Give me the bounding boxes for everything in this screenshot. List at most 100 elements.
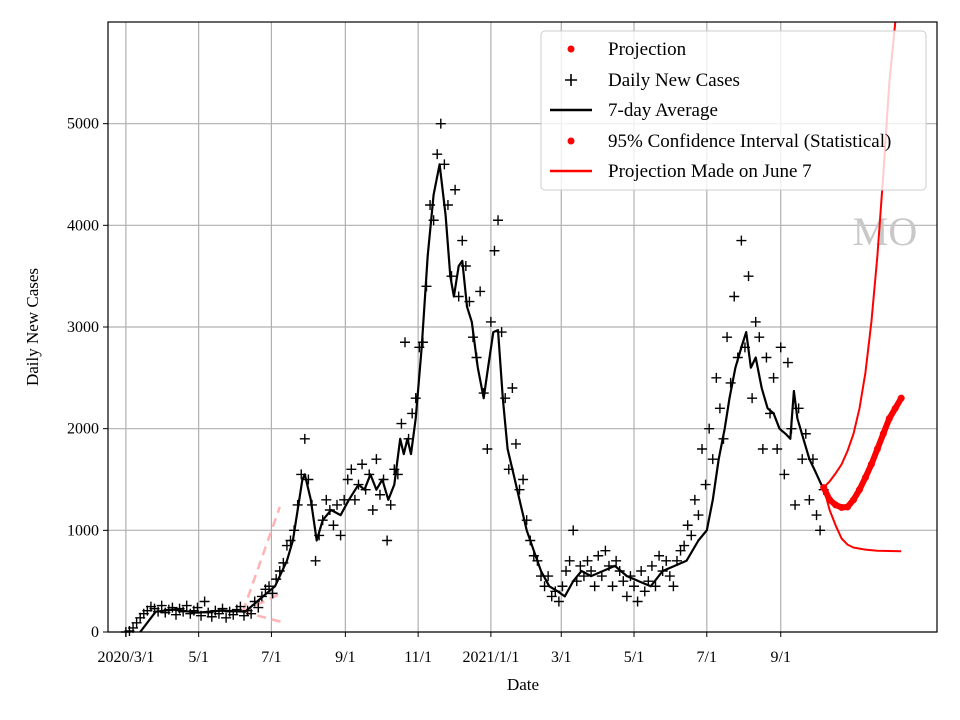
daily-case-point	[553, 596, 564, 607]
daily-case-point	[246, 608, 257, 619]
legend: Projection Daily New Cases 7-day Average…	[540, 30, 927, 191]
daily-case-point	[557, 581, 568, 592]
x-tick-label: 3/1	[551, 649, 571, 666]
daily-case-point	[507, 383, 518, 393]
daily-case-point	[561, 566, 572, 576]
daily-case-point	[485, 316, 496, 327]
daily-case-point	[564, 555, 575, 566]
daily-case-point	[747, 393, 758, 404]
daily-case-point	[389, 464, 400, 475]
daily-case-point	[482, 444, 493, 454]
daily-case-point	[629, 581, 640, 592]
projection-point	[844, 503, 852, 511]
x-tick-label: 2021/1/1	[462, 649, 519, 666]
daily-case-point	[811, 510, 822, 521]
y-tick-label: 2000	[67, 421, 99, 438]
daily-case-point	[636, 566, 647, 576]
daily-case-point	[349, 494, 360, 505]
daily-case-point	[199, 596, 210, 607]
daily-case-point	[335, 530, 346, 541]
daily-case-point	[181, 600, 192, 611]
daily-case-point	[206, 611, 217, 622]
daily-case-point	[743, 271, 754, 282]
daily-case-point	[321, 494, 332, 505]
daily-case-point	[664, 571, 675, 582]
daily-case-point	[346, 464, 357, 475]
daily-case-point	[439, 159, 450, 170]
x-tick-label: 7/1	[697, 649, 717, 666]
daily-case-point	[729, 291, 740, 302]
daily-case-point	[342, 474, 353, 485]
projection-point	[826, 496, 834, 504]
daily-case-point	[668, 581, 679, 592]
watermark: MO	[853, 209, 917, 254]
y-tick-label: 1000	[67, 522, 99, 539]
daily-case-point	[754, 332, 765, 343]
daily-case-point	[582, 555, 593, 566]
daily-case-point	[374, 489, 385, 500]
daily-case-point	[128, 622, 139, 633]
daily-case-point	[539, 581, 550, 592]
daily-case-point	[457, 235, 468, 246]
daily-case-point	[435, 118, 446, 129]
daily-case-point	[661, 555, 672, 566]
daily-case-point	[768, 372, 779, 383]
legend-ci-label: 95% Confidence Interval (Statistical)	[608, 131, 891, 152]
x-tick-label: 9/1	[335, 649, 355, 666]
daily-case-point	[722, 332, 733, 343]
daily-case-point	[618, 576, 629, 587]
legend-projection-dot-icon	[567, 45, 575, 53]
y-tick-label: 0	[91, 624, 99, 641]
daily-case-point	[593, 550, 604, 561]
daily-case-point	[450, 184, 461, 195]
daily-case-point	[371, 454, 382, 465]
daily-case-point	[675, 545, 686, 556]
projection-point	[879, 430, 887, 438]
daily-case-point	[686, 530, 697, 541]
legend-ci-dot-icon	[567, 137, 575, 145]
daily-case-point	[328, 520, 339, 531]
x-tick-label: 7/1	[261, 649, 281, 666]
daily-case-point	[632, 596, 643, 607]
x-tick-label: 5/1	[188, 649, 208, 666]
daily-case-point	[761, 352, 772, 363]
daily-case-point	[639, 586, 650, 597]
projection-point	[873, 445, 881, 453]
daily-case-point	[654, 550, 665, 561]
projection-point	[838, 503, 846, 511]
daily-case-point	[489, 245, 500, 256]
daily-case-point	[299, 433, 310, 444]
daily-case-point	[646, 560, 657, 571]
daily-case-point	[235, 601, 246, 612]
plot-marks	[120, 21, 905, 637]
daily-case-point	[650, 581, 661, 592]
daily-case-point	[131, 617, 142, 628]
legend-june7-label: Projection Made on June 7	[608, 161, 812, 182]
daily-case-point	[192, 602, 203, 613]
legend-daily-label: Daily New Cases	[608, 70, 740, 91]
daily-case-point	[264, 581, 275, 592]
daily-case-point	[410, 393, 421, 404]
daily-case-point	[568, 525, 579, 536]
daily-case-point	[310, 555, 321, 566]
daily-case-point	[475, 286, 486, 297]
daily-case-point	[693, 510, 704, 521]
daily-case-point	[167, 602, 178, 613]
daily-case-point	[575, 560, 586, 571]
daily-case-point	[775, 342, 786, 353]
daily-case-point	[797, 454, 808, 465]
daily-case-point	[253, 602, 264, 613]
seven-day-average-line	[139, 163, 825, 633]
daily-case-point	[367, 505, 378, 515]
daily-case-point	[621, 591, 632, 602]
legend-box	[540, 30, 927, 191]
daily-case-point	[782, 357, 793, 368]
daily-case-point	[400, 337, 411, 348]
daily-case-point	[790, 499, 801, 510]
x-tick-label: 2020/3/1	[97, 649, 154, 666]
daily-case-point	[711, 372, 722, 383]
daily-case-point	[170, 609, 181, 620]
projection-point	[885, 415, 893, 422]
daily-case-point	[510, 438, 521, 449]
